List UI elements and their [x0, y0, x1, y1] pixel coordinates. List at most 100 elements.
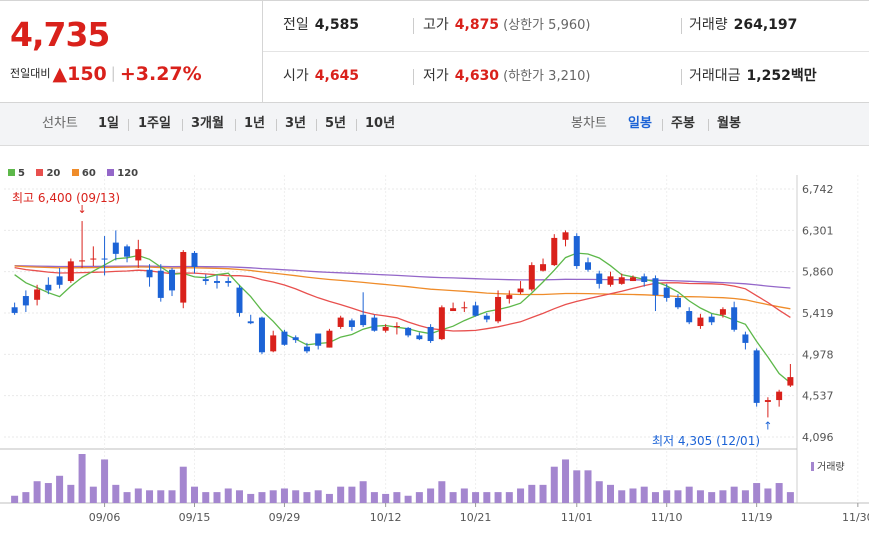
candle-body: [697, 317, 704, 327]
candle-body: [11, 307, 18, 313]
candle-body: [371, 317, 378, 331]
tab-divider: [356, 119, 357, 131]
volume-bar: [157, 490, 165, 503]
volume-bar: [528, 484, 536, 503]
trade-value: 거래대금 1,252백만: [689, 52, 817, 102]
volume-bar: [337, 486, 345, 503]
candle-body: [382, 326, 389, 331]
candle-body: [618, 277, 625, 284]
prev-close-value: 4,585: [314, 17, 360, 33]
ma120-swatch: [107, 169, 115, 176]
tab-1d[interactable]: 1일: [98, 116, 120, 131]
ma120-line: [14, 264, 791, 289]
volume-bar: [562, 459, 570, 503]
trade-value-value: 1,252: [746, 68, 791, 84]
legend-item-ma5: 5: [8, 168, 25, 179]
volume-bar: [314, 490, 322, 503]
tab-3y[interactable]: 3년: [285, 116, 307, 131]
candle-body: [270, 335, 277, 352]
candle-body: [303, 346, 310, 352]
divider: [413, 18, 414, 34]
candle-body: [315, 333, 322, 346]
volume-bar: [247, 493, 255, 503]
volume-bar: [550, 466, 558, 503]
volume-bar: [696, 490, 704, 503]
x-tick-label: 11/19: [741, 511, 773, 524]
open-value: 4,645: [314, 68, 360, 84]
y-tick-label: 4,978: [802, 348, 834, 361]
volume-bar: [685, 486, 693, 503]
volume-bar: [224, 488, 232, 503]
candle-body: [337, 317, 344, 327]
candle-body: [405, 327, 412, 336]
low-value: 4,630: [454, 68, 500, 84]
volume-bar: [438, 481, 446, 503]
candle-body: [787, 377, 794, 386]
volume-bar: [629, 488, 637, 503]
open-label: 시가: [283, 68, 309, 84]
low-label: 저가: [423, 68, 449, 84]
tab-divider: [182, 119, 183, 131]
tab-monthly[interactable]: 월봉: [717, 116, 741, 131]
tab-divider: [662, 119, 663, 131]
change-percent: +3.27%: [119, 63, 202, 85]
candle-chart-label: 봉차트: [571, 116, 607, 131]
volume-bar: [674, 490, 682, 503]
change-divider: |: [110, 64, 116, 82]
candle-body: [742, 334, 749, 343]
candle-body: [326, 330, 333, 348]
tab-daily[interactable]: 일봉: [628, 116, 652, 131]
volume-bar: [404, 495, 412, 503]
volume-bar: [89, 486, 97, 503]
ma20-line: [14, 266, 791, 332]
candle-body: [90, 258, 97, 260]
candle-body: [708, 316, 715, 323]
candle-body: [360, 314, 367, 326]
change-value: 150: [67, 63, 107, 85]
tab-3m[interactable]: 3개월: [191, 116, 224, 131]
volume-bar: [146, 490, 154, 503]
volume-bar: [539, 484, 547, 503]
volume-bar: [595, 481, 603, 503]
tab-divider: [128, 119, 129, 131]
tab-1y[interactable]: 1년: [244, 116, 266, 131]
tab-weekly[interactable]: 주봉: [671, 116, 695, 131]
x-tick-label: 11/10: [651, 511, 683, 524]
x-tick-label: 10/12: [370, 511, 402, 524]
tab-10y[interactable]: 10년: [365, 116, 396, 131]
volume-bar: [134, 488, 142, 503]
volume-bar: [280, 488, 288, 503]
tab-5y[interactable]: 5년: [325, 116, 347, 131]
legend-ma120-label: 120: [117, 168, 139, 179]
price-box: 4,735 전일대비 ▲150 | +3.27%: [0, 1, 263, 102]
tab-1w[interactable]: 1주일: [138, 116, 171, 131]
volume-bar: [78, 454, 86, 503]
x-tick-label: 11/30: [842, 511, 869, 524]
volume-bar: [112, 484, 120, 503]
down-arrow-icon: ↓: [77, 203, 86, 216]
volume-bar: [663, 490, 671, 503]
legend-item-ma20: 20: [36, 168, 60, 179]
candle-body: [517, 288, 524, 293]
upper-limit-label: 상한가: [508, 18, 545, 33]
volume-bar: [67, 484, 75, 503]
candle-body: [348, 320, 355, 327]
up-arrow-icon: ▲: [52, 63, 68, 85]
candle-body: [596, 273, 603, 284]
candle-body: [124, 246, 131, 257]
legend-item-ma120: 120: [107, 168, 138, 179]
candle-body: [258, 317, 265, 353]
candle-body: [607, 276, 614, 285]
divider: [681, 18, 682, 34]
volume-value: 264,197: [733, 17, 798, 33]
candle-body: [393, 326, 400, 328]
candle-body: [461, 307, 468, 309]
candle-body: [629, 277, 636, 282]
volume-bar: [472, 492, 480, 503]
candle-body: [450, 308, 457, 312]
low-annotation: 최저 4,305 (12/01): [652, 434, 760, 448]
candle-body: [674, 297, 681, 308]
candle-body: [719, 309, 726, 315]
candle-body: [202, 279, 209, 282]
